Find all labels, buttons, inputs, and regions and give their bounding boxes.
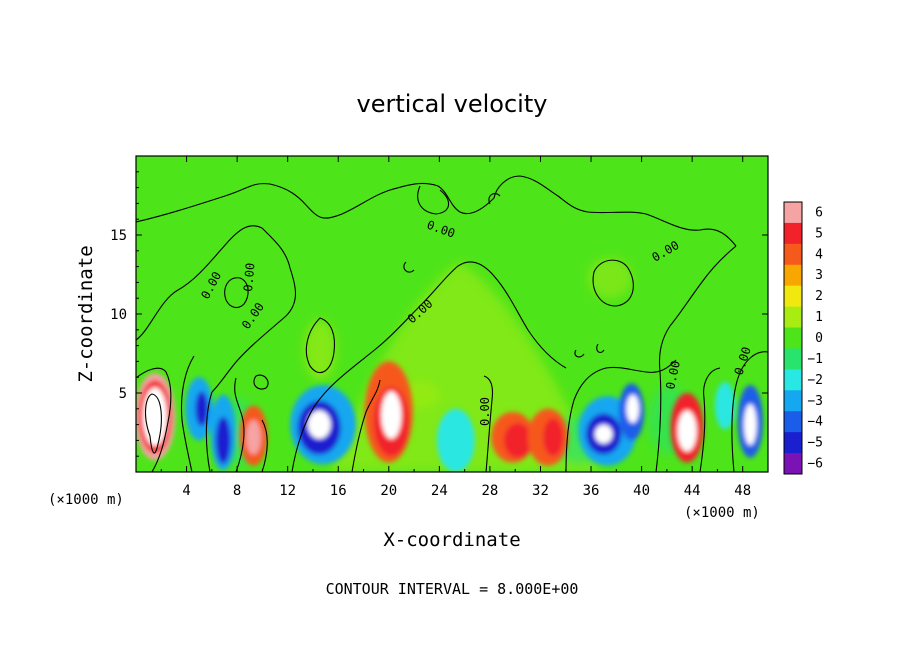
colorbar-label: −4 [807,415,823,430]
downdraft-cell [626,394,640,424]
colorbar-label: 5 [815,226,823,241]
contour-line [351,379,381,472]
colorbar-label: −5 [807,436,823,451]
contour-line [136,367,172,472]
colorbar-swatch [784,369,802,391]
contour-line [305,317,336,374]
x-tick-label: 36 [583,483,600,499]
y-tick-label: 15 [110,228,127,244]
contour-line [136,175,737,247]
contour-interval-note: CONTOUR INTERVAL = 8.000E+00 [326,580,579,598]
colorbar-label: 0 [815,331,823,346]
x-tick-label: 44 [684,483,701,499]
downdraft-cell [743,404,757,446]
updraft-cell [142,387,167,446]
downdraft-cell [195,391,209,427]
x-unit-label: (×1000 m) [684,505,760,521]
updraft-cell [677,410,697,452]
y-tick-label: 5 [119,386,127,402]
downdraft-cell [307,410,331,439]
y-axis-ticks: 5 10 15 [110,171,768,457]
contour-line [596,343,605,353]
colorbar-swatch [784,306,802,329]
colorbar-swatch [784,411,802,433]
colorbar: 6 5 4 3 2 1 0 −1 −2 −3 −4 −5 −6 [783,201,823,475]
updraft-cell [543,418,564,457]
x-tick-label: 12 [279,483,296,499]
updraft-cell [503,423,532,458]
contour-line [291,261,567,472]
contour-label: 0.00 [663,359,683,390]
colorbar-swatch [784,348,802,370]
contour-line [144,393,162,454]
y-tick-label: 10 [110,307,127,323]
contour-line [699,367,721,472]
contour-line [261,419,268,472]
colorbar-swatch [784,327,802,349]
contour-line [592,259,634,307]
colorbar-label: −6 [807,457,823,472]
velocity-cells [136,361,763,472]
colorbar-label: −2 [807,373,823,388]
contour-lines [136,175,768,472]
x-tick-label: 4 [182,483,190,499]
y-unit-label: (×1000 m) [48,492,124,508]
colorbar-label: 3 [815,268,823,283]
colorbar-swatch [784,222,802,245]
colorbar-label: −1 [807,352,823,367]
colorbar-swatch [784,453,802,475]
x-tick-label: 8 [233,483,241,499]
contour-line [224,277,249,309]
x-tick-label: 48 [734,483,751,499]
contour-line [205,391,213,472]
colorbar-frame [783,201,803,475]
contour-line [483,375,494,472]
contour-line [488,193,501,205]
updraft-cell [245,419,262,455]
colorbar-swatch [784,285,802,308]
colorbar-swatch [784,390,802,412]
colorbar-label: 6 [815,205,823,220]
downdraft-cell [714,381,736,430]
x-axis-ticks: 4 8 12 16 20 24 28 32 36 40 44 48 [160,156,751,499]
colorbar-label: 1 [815,310,823,325]
colorbar-swatch [784,243,802,266]
contour-label: 0.00 [478,397,492,426]
colorbar-label: 2 [815,289,823,304]
contour-line [234,377,245,472]
chart-title: vertical velocity [357,90,548,118]
colorbar-label: −3 [807,394,823,409]
contour-line [417,185,450,215]
contour-line [253,374,269,390]
downdraft-cell [594,424,613,444]
x-tick-label: 16 [330,483,347,499]
colorbar-label: 4 [815,247,823,262]
y-axis-title: Z-coordinate [75,245,97,382]
downdraft-cell [436,408,475,472]
x-tick-label: 20 [380,483,397,499]
contour-line [136,225,297,393]
colorbar-swatch [784,432,802,454]
downdraft-cell [215,416,231,465]
x-tick-label: 24 [431,483,448,499]
x-tick-label: 28 [481,483,498,499]
x-axis-title: X-coordinate [383,529,520,551]
contour-line [565,359,677,472]
contour-line [731,351,768,472]
contour-line [655,245,737,472]
x-tick-label: 40 [633,483,650,499]
contour-line [181,355,195,472]
colorbar-swatch [784,264,802,287]
x-tick-label: 32 [532,483,549,499]
contour-line [403,261,415,273]
colorbar-swatch [784,202,802,224]
contour-label: 0.00 [241,262,257,292]
updraft-cell [381,391,402,439]
contour-line [574,349,585,358]
plot-area [136,156,768,472]
